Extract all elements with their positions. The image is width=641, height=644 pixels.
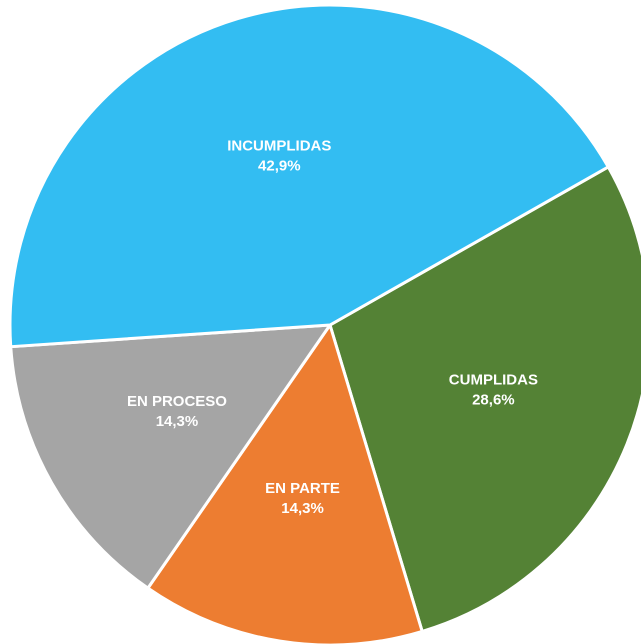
pie-slice [8,3,611,349]
slice-value-label: 42,9% [258,157,301,174]
slice-value-label: 14,3% [156,413,199,430]
slice-value-label: 14,3% [281,500,324,517]
pie-slice [9,323,334,591]
slice-value-label: 28,6% [472,391,515,408]
slice-label: INCUMPLIDAS [227,137,331,154]
slice-label: EN PROCESO [127,393,227,410]
pie-slice [145,321,425,644]
slice-label: EN PARTE [265,480,340,497]
slice-label: CUMPLIDAS [449,371,538,388]
pie-slice [328,164,641,634]
